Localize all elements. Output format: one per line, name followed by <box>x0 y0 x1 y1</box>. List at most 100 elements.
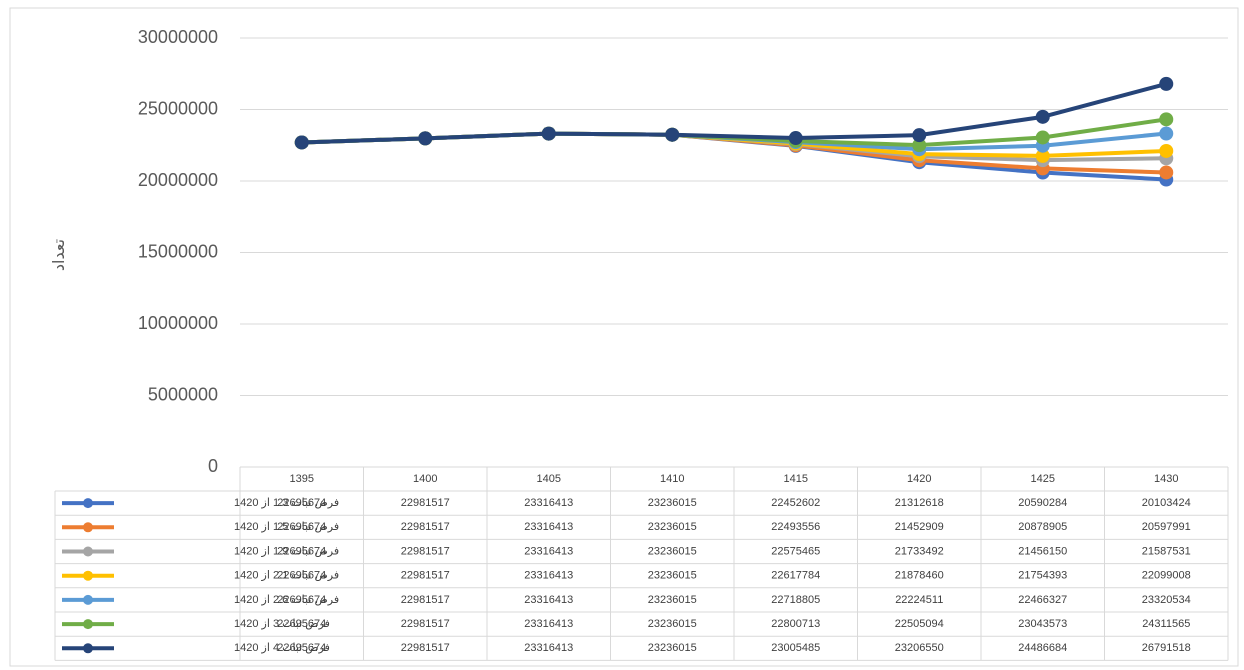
data-point <box>418 131 433 146</box>
y-tick-label: 15000000 <box>138 241 218 261</box>
data-point <box>294 135 309 150</box>
table-cell: 21878460 <box>895 570 944 582</box>
data-point <box>1035 130 1050 145</box>
table-cell: 23236015 <box>648 497 697 509</box>
table-cell: 22575465 <box>771 545 820 557</box>
table-cell: 23236015 <box>648 545 697 557</box>
data-point <box>665 127 680 142</box>
table-cell: 21312618 <box>895 497 944 509</box>
table-cell: 23236015 <box>648 570 697 582</box>
table-cell: 22466327 <box>1018 594 1067 606</box>
table-cell: 23043573 <box>1018 618 1067 630</box>
table-cell: 21754393 <box>1018 570 1067 582</box>
y-tick-label: 25000000 <box>138 98 218 118</box>
data-point <box>1159 143 1174 158</box>
y-tick-label: 10000000 <box>138 313 218 333</box>
table-cell: 22505094 <box>895 618 944 630</box>
table-cell: 23316413 <box>524 521 573 533</box>
table-cell: 22695674 <box>277 618 326 630</box>
legend-key-marker <box>83 619 93 630</box>
table-cell: 21733492 <box>895 545 944 557</box>
table-cell: 20590284 <box>1018 497 1067 509</box>
legend-label: فرض ثبات 4 از 1420 <box>234 642 330 654</box>
table-cell: 23236015 <box>648 642 697 654</box>
table-cell: 22695674 <box>277 545 326 557</box>
legend-key-marker <box>83 570 93 581</box>
table-cell: 22224511 <box>895 594 943 606</box>
legend-label: فرض ثبات 2.1 از 1420 <box>234 570 339 582</box>
table-cell: 23316413 <box>524 570 573 582</box>
data-point <box>1159 76 1174 91</box>
table-cell: 22695674 <box>277 594 326 606</box>
table-cell: 23236015 <box>648 521 697 533</box>
table-cell: 23005485 <box>771 642 820 654</box>
table-cell: 23206550 <box>895 642 944 654</box>
x-tick-label: 1425 <box>1031 473 1055 485</box>
table-cell: 22099008 <box>1142 570 1191 582</box>
x-tick-label: 1410 <box>660 473 684 485</box>
data-point <box>1159 112 1174 127</box>
table-cell: 22981517 <box>401 497 450 509</box>
table-cell: 22695674 <box>277 521 326 533</box>
x-tick-label: 1430 <box>1154 473 1178 485</box>
x-tick-label: 1395 <box>290 473 314 485</box>
legend-key-marker <box>83 643 93 654</box>
data-point <box>1035 148 1050 163</box>
x-tick-label: 1415 <box>784 473 808 485</box>
table-cell: 22800713 <box>771 618 820 630</box>
table-cell: 23236015 <box>648 618 697 630</box>
data-point <box>1159 126 1174 141</box>
legend-key-marker <box>83 522 93 533</box>
x-tick-label: 1400 <box>413 473 437 485</box>
data-point <box>541 126 556 141</box>
table-cell: 22617784 <box>771 570 820 582</box>
series-line <box>301 81 1167 145</box>
table-cell: 22718805 <box>771 594 820 606</box>
legend-label: فرض ثبات 1.5 از 1420 <box>234 521 339 533</box>
table-cell: 22695674 <box>277 497 326 509</box>
data-point <box>1035 109 1050 124</box>
data-point <box>788 131 803 146</box>
table-cell: 23316413 <box>524 497 573 509</box>
table-cell: 26791518 <box>1142 642 1191 654</box>
y-tick-label: 20000000 <box>138 170 218 190</box>
data-point <box>912 138 927 153</box>
table-cell: 23236015 <box>648 594 697 606</box>
table-cell: 22695674 <box>277 642 326 654</box>
table-cell: 21452909 <box>895 521 944 533</box>
table-cell: 20597991 <box>1142 521 1191 533</box>
table-cell: 22981517 <box>401 521 450 533</box>
legend-label: فرض ثبات 3 از 1420 <box>234 618 330 630</box>
table-cell: 24311565 <box>1142 618 1190 630</box>
legend-key-marker <box>83 594 93 605</box>
table-cell: 22695674 <box>277 570 326 582</box>
table-cell: 22493556 <box>771 521 820 533</box>
table-cell: 23320534 <box>1142 594 1191 606</box>
table-cell: 22981517 <box>401 570 450 582</box>
legend-label: فرض ثبات 2.6 از 1420 <box>234 594 339 606</box>
table-cell: 22981517 <box>401 618 450 630</box>
y-tick-label: 0 <box>208 456 218 476</box>
table-cell: 22981517 <box>401 545 450 557</box>
table-cell: 23316413 <box>524 594 573 606</box>
x-tick-label: 1420 <box>907 473 931 485</box>
table-cell: 21456150 <box>1018 545 1067 557</box>
table-cell: 24486684 <box>1018 642 1067 654</box>
table-cell: 21587531 <box>1142 545 1191 557</box>
table-cell: 20103424 <box>1142 497 1191 509</box>
table-cell: 23316413 <box>524 618 573 630</box>
legend-key-marker <box>83 546 93 557</box>
x-tick-label: 1405 <box>537 473 561 485</box>
y-tick-label: 30000000 <box>138 27 218 47</box>
y-tick-label: 5000000 <box>148 384 218 404</box>
table-cell: 22452602 <box>771 497 820 509</box>
table-cell: 23316413 <box>524 545 573 557</box>
y-axis-label: تعداد <box>51 239 68 271</box>
data-point <box>1159 165 1174 180</box>
legend-key-marker <box>83 498 93 509</box>
table-cell: 22981517 <box>401 594 450 606</box>
legend-label: فرض ثبات 1.9 از 1420 <box>234 545 339 557</box>
table-cell: 23316413 <box>524 642 573 654</box>
table-cell: 22981517 <box>401 642 450 654</box>
